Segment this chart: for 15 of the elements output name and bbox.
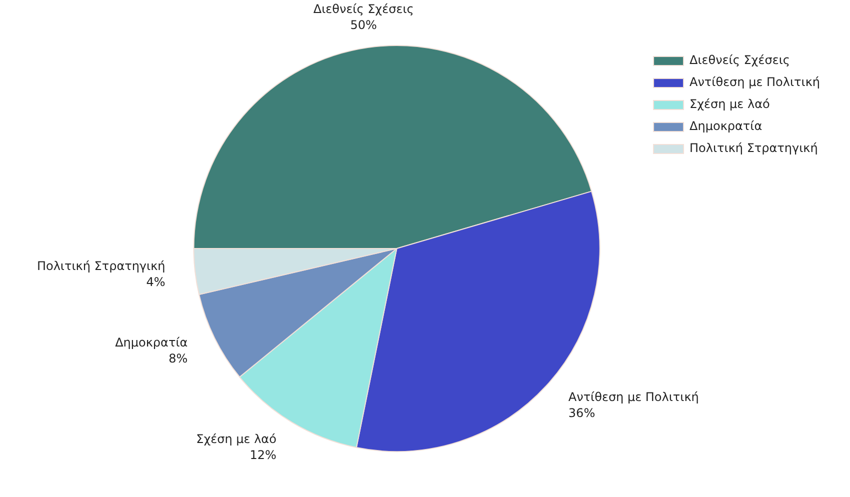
data-label: 8% <box>168 351 188 366</box>
slice-label: Πολιτική Στρατηγική <box>36 259 166 274</box>
legend-label: Σχέση με λαό <box>690 97 770 112</box>
slice-label: Σχέση με λαό <box>196 432 276 446</box>
legend-label: Δημοκρατία <box>690 119 762 134</box>
slice-label: Διεθνείς Σχέσεις <box>313 2 414 16</box>
data-label: 50% <box>350 18 377 32</box>
data-label: 4% <box>146 275 166 290</box>
slice-label: Αντίθεση με Πολιτική <box>568 390 699 404</box>
legend-label: Αντίθεση με Πολιτική <box>690 75 820 90</box>
data-label: 12% <box>250 448 276 462</box>
legend-label: Πολιτική Στρατηγική <box>690 141 818 156</box>
data-label: 36% <box>568 406 596 420</box>
slice-label: Δημοκρατία <box>115 335 188 350</box>
legend-label: Διεθνείς Σχέσεις <box>690 53 790 68</box>
